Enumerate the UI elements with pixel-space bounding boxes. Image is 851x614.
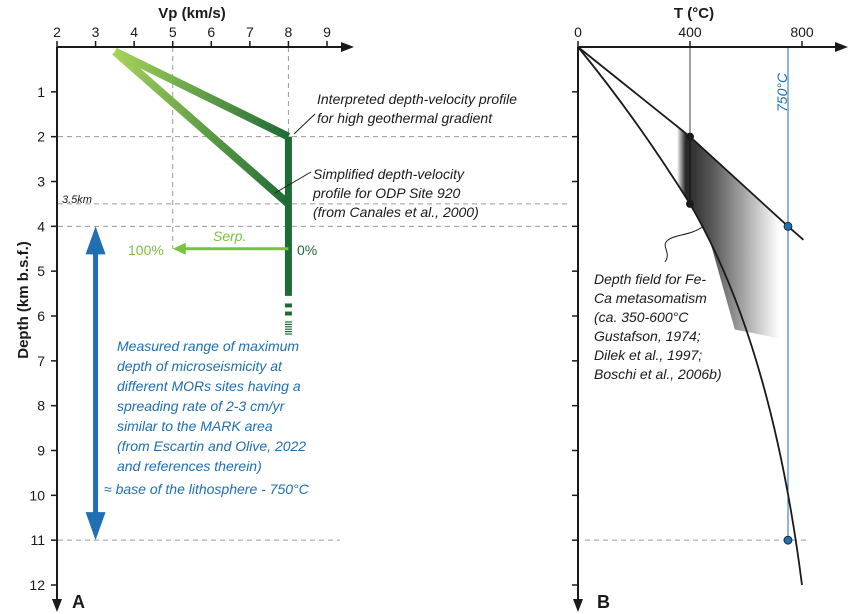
x-tick-label-a: 6 [207, 24, 215, 40]
x-tick-label-a: 5 [169, 24, 177, 40]
range-arrow-bottom [85, 512, 106, 541]
y-axis-title-a: Depth (km b.s.f.) [15, 241, 32, 359]
x-axis-title-b: T (°C) [674, 5, 714, 22]
ticks-b: 0 400 800 [572, 24, 814, 586]
x-tick-label-a: 4 [130, 24, 138, 40]
microseismicity-note: Measured range of maximum depth of micro… [104, 338, 310, 497]
y-tick-label-a: 5 [37, 263, 45, 279]
y-tick-label-a: 8 [37, 398, 45, 414]
geotherm-high [577, 46, 804, 241]
meta-line1: Depth field for Fe- [594, 271, 706, 287]
micro-line8: ≈ base of the lithosphere - 750°C [104, 481, 310, 497]
x-tick-label-a: 7 [246, 24, 254, 40]
meta-line3: (ca. 350-600°C [594, 309, 689, 325]
x-tick-label-a: 2 [53, 24, 61, 40]
annotation-high-gradient-line2: for high geothermal gradient [317, 110, 493, 126]
y-tick-label-a: 11 [30, 532, 45, 548]
x-tick-label-b: 400 [678, 24, 702, 40]
panel-b: 0 400 800 T (°C) B 750°C Depth field for F… [572, 5, 848, 612]
meta-line2: Ca metasomatism [594, 290, 707, 306]
y-tick-label-a: 3 [37, 174, 45, 190]
x-tick-label-a: 9 [323, 24, 331, 40]
leader-high-gradient [293, 113, 316, 135]
y-tick-label-a: 12 [29, 577, 45, 593]
micro-line5: similar to the MARK area [117, 418, 273, 434]
leader-odp [274, 171, 312, 194]
x-axis-arrow-b [835, 42, 848, 52]
pct-0-label: 0% [297, 242, 317, 258]
axes-b [573, 42, 848, 612]
y-axis-arrow-b [573, 599, 583, 612]
odp-profile-line [112, 48, 292, 207]
annotation-odp-line2: profile for ODP Site 920 [312, 185, 461, 201]
metasomatism-shade [677, 125, 780, 339]
series-b [577, 46, 804, 586]
metasomatism-note: Depth field for Fe- Ca metasomatism (ca.… [594, 271, 722, 382]
y-tick-label-a: 6 [37, 308, 45, 324]
x-tick-label-a: 8 [285, 24, 293, 40]
geotherm-point [686, 132, 694, 141]
meta-line6: Boschi et al., 2006b) [594, 366, 722, 382]
y-tick-label-a: 1 [37, 84, 45, 100]
meta-line4: Gustafson, 1974; [594, 328, 701, 344]
y-tick-label-a: 4 [37, 218, 45, 234]
panel-label-b: B [597, 592, 610, 612]
y-axis-arrow-a [52, 599, 62, 612]
annotation-odp-line1: Simplified depth-velocity [313, 166, 465, 182]
leader-metasomatism [664, 225, 705, 263]
geotherm-point [783, 535, 793, 545]
micro-line3: different MORs sites having a [117, 378, 301, 394]
y-tick-label-a: 7 [37, 353, 45, 369]
y-tick-label-a: 10 [29, 487, 45, 503]
serp-label: Serp. [213, 228, 246, 244]
micro-line7: and references therein) [117, 458, 262, 474]
annotation-high-gradient-line1: Interpreted depth-velocity profile [317, 91, 517, 107]
y-tick-label-a: 2 [37, 129, 45, 145]
geotherm-low [577, 46, 803, 586]
x-tick-label-b: 0 [574, 24, 582, 40]
x-tick-label-b: 800 [790, 24, 814, 40]
depth-label-3p5km: 3.5km [62, 194, 92, 206]
range-arrow-top [85, 226, 106, 255]
high-gradient-profile-line [113, 47, 291, 141]
geotherm-point [783, 221, 793, 231]
grid-a [58, 47, 570, 541]
micro-line1: Measured range of maximum [117, 338, 299, 354]
x-axis-title-a: Vp (km/s) [158, 5, 226, 22]
micro-line6: (from Escartin and Olive, 2022 [117, 438, 306, 454]
serp-arrow-head [172, 242, 186, 255]
x-tick-label-a: 3 [92, 24, 100, 40]
series-a [85, 47, 292, 541]
micro-line4: spreading rate of 2-3 cm/yr [117, 398, 286, 414]
x-axis-arrow-a [341, 42, 354, 52]
meta-line5: Dilek et al., 1997; [594, 347, 702, 363]
pct-100-label: 100% [128, 242, 164, 258]
annotation-odp-line3: (from Canales et al., 2000) [313, 204, 479, 220]
micro-line2: depth of microseismicity at [117, 358, 283, 374]
isotherm-label: 750°C [774, 72, 790, 112]
axes-a [52, 42, 354, 612]
panel-label-a: A [72, 592, 85, 612]
y-tick-label-a: 9 [37, 443, 45, 459]
geotherm-point [686, 199, 694, 208]
